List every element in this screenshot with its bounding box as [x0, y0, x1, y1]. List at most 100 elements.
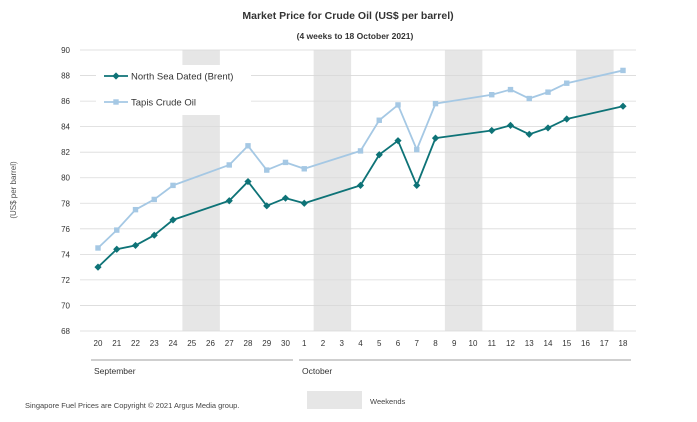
data-point: [563, 115, 571, 123]
data-point: [414, 146, 420, 153]
x-tick-label: 2: [321, 339, 326, 348]
data-point: [95, 245, 101, 251]
y-tick-label: 84: [61, 123, 70, 132]
data-point: [619, 102, 627, 110]
x-tick-label: 28: [244, 339, 253, 348]
x-tick-label: 16: [581, 339, 590, 348]
data-point: [226, 162, 232, 168]
legend: North Sea Dated (Brent) Tapis Crude Oil: [104, 72, 233, 109]
data-point: [264, 167, 270, 173]
weekends-legend-label: Weekends: [370, 397, 406, 406]
weekends-legend-swatch: [307, 391, 362, 409]
weekend-band: [444, 50, 483, 331]
copyright-note: Singapore Fuel Prices are Copyright © 20…: [25, 401, 239, 410]
data-point: [525, 130, 533, 138]
data-point: [244, 177, 252, 186]
y-axis-title: (US$ per barrel): [9, 161, 18, 219]
data-point: [376, 117, 382, 123]
x-tick-label: 29: [262, 339, 271, 348]
x-tick-label: 6: [396, 339, 401, 348]
x-tick-label: 3: [340, 339, 345, 348]
x-tick-label: 18: [619, 339, 628, 348]
data-point: [489, 92, 495, 98]
series-lines: [94, 67, 627, 271]
y-tick-label: 70: [61, 301, 70, 310]
legend-label: North Sea Dated (Brent): [131, 72, 233, 83]
y-tick-label: 78: [61, 199, 70, 208]
month-label: September: [94, 366, 136, 376]
data-point: [395, 102, 401, 108]
legend-background: [96, 65, 251, 115]
data-point: [394, 137, 402, 145]
y-tick-label: 76: [61, 225, 70, 234]
x-tick-label: 12: [506, 339, 515, 348]
gridlines: [80, 49, 636, 332]
data-point: [170, 182, 176, 189]
y-axis-ticks: 68 70 72 74 76 78 80 82 84 86 88 90: [61, 46, 70, 336]
x-tick-label: 26: [206, 339, 215, 348]
month-label: October: [302, 366, 332, 376]
x-tick-label: 24: [169, 339, 178, 348]
data-point: [488, 126, 496, 135]
x-tick-label: 4: [358, 339, 363, 348]
y-tick-label: 80: [61, 174, 70, 183]
data-point: [432, 100, 439, 107]
x-tick-label: 21: [112, 339, 121, 348]
x-tick-label: 25: [187, 339, 196, 348]
y-tick-label: 82: [61, 148, 70, 157]
data-point: [545, 89, 551, 95]
x-tick-label: 15: [562, 339, 571, 348]
y-tick-label: 68: [61, 327, 70, 336]
x-tick-label: 13: [525, 339, 534, 348]
data-point: [300, 199, 308, 207]
y-tick-label: 86: [61, 97, 70, 106]
x-tick-label: 22: [131, 339, 140, 348]
data-point: [225, 197, 233, 205]
weekend-band: [576, 50, 614, 331]
y-tick-label: 72: [61, 276, 70, 285]
data-point: [114, 227, 120, 233]
y-tick-label: 90: [61, 46, 70, 55]
data-point: [169, 216, 177, 224]
data-point: [413, 181, 421, 189]
x-tick-label: 8: [433, 339, 438, 348]
x-tick-label: 1: [302, 339, 307, 348]
data-point: [245, 143, 251, 149]
data-point: [375, 151, 383, 159]
data-point: [131, 241, 140, 250]
data-point: [620, 67, 626, 74]
y-tick-label: 74: [61, 250, 70, 259]
data-point: [281, 194, 290, 202]
chart-title: Market Price for Crude Oil (US$ per barr…: [242, 10, 453, 22]
data-point: [94, 263, 102, 271]
month-axis: September October: [91, 359, 631, 376]
data-point: [526, 95, 532, 102]
data-point: [507, 86, 514, 93]
data-point: [544, 124, 552, 132]
data-point: [263, 202, 271, 210]
x-tick-label: 10: [469, 339, 478, 348]
x-tick-label: 14: [544, 339, 553, 348]
x-tick-label: 9: [452, 339, 457, 348]
y-tick-label: 88: [61, 72, 70, 81]
chart-subtitle: (4 weeks to 18 October 2021): [297, 31, 414, 41]
data-point: [282, 159, 289, 166]
x-tick-label: 20: [94, 339, 103, 348]
data-point: [564, 80, 570, 86]
x-tick-label: 27: [225, 339, 234, 348]
x-tick-label: 17: [600, 339, 609, 348]
data-point: [151, 196, 157, 203]
x-tick-label: 11: [488, 339, 497, 348]
x-tick-label: 23: [150, 339, 159, 348]
data-point: [113, 245, 121, 253]
x-tick-label: 7: [415, 339, 420, 348]
data-point: [357, 148, 364, 154]
data-point: [506, 121, 515, 129]
data-point: [431, 134, 440, 142]
legend-label: Tapis Crude Oil: [131, 98, 196, 109]
data-point: [150, 231, 158, 239]
x-axis-ticks: 20 21 22 23 24 25 26 27 28 29 30 1 2 3 4 5 6 7 8 9 10 11 12 13 1…: [94, 339, 628, 348]
legend-marker: [113, 99, 119, 105]
x-tick-label: 5: [377, 339, 382, 348]
